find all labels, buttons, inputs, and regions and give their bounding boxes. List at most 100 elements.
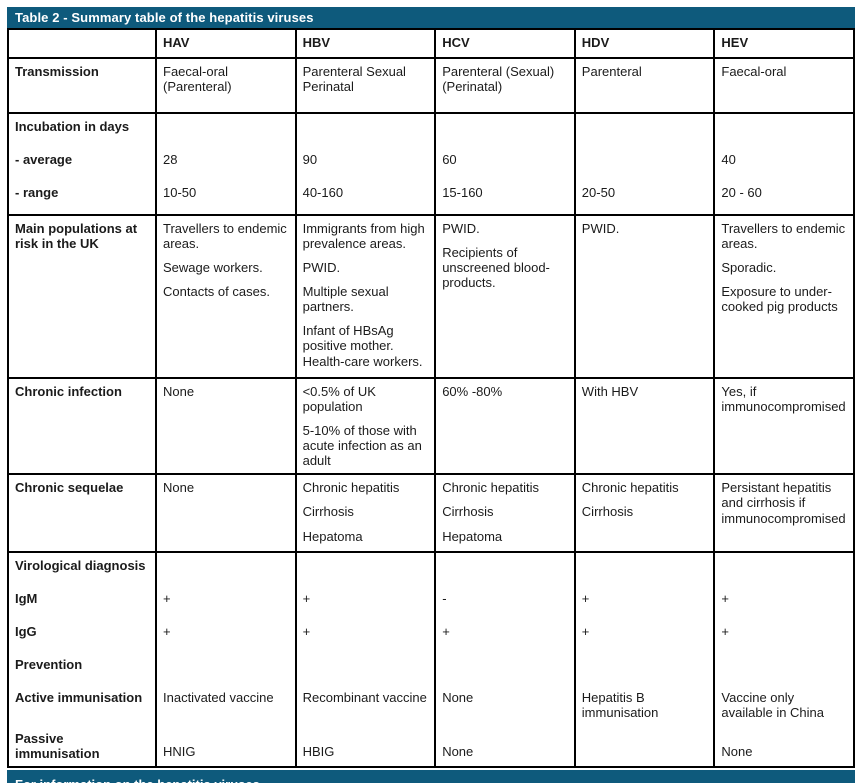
row-label: Active immunisation bbox=[15, 690, 143, 706]
row-label: IgG bbox=[15, 624, 37, 640]
table-sub-row: IgG + + + + + bbox=[9, 619, 853, 653]
row-label: Virological diagnosis bbox=[15, 558, 146, 574]
table-cell: 10-50 bbox=[155, 180, 295, 214]
table-cell: HNIG bbox=[155, 725, 295, 766]
table-cell bbox=[573, 114, 714, 147]
table-cell: With HBV bbox=[573, 379, 714, 474]
table-cell: 40-160 bbox=[294, 180, 435, 214]
table-cell: Chronic hepatitis Cirrhosis Hepatoma bbox=[434, 475, 574, 552]
cell-paragraph: Parenteral (Sexual) (Perinatal) bbox=[442, 64, 555, 95]
table-cell: + bbox=[294, 586, 435, 620]
next-section-bar: For information on the hepatitis viruses bbox=[7, 769, 855, 783]
table-cell bbox=[434, 652, 574, 686]
cell-paragraph: With HBV bbox=[581, 384, 639, 399]
table-cell: Yes, if immunocompromised bbox=[713, 379, 853, 474]
cell-paragraph: None bbox=[163, 384, 195, 399]
cell-paragraph: Chronic hepatitis bbox=[442, 480, 540, 496]
table-cell bbox=[294, 114, 435, 147]
cell-paragraph: Sporadic. bbox=[721, 260, 777, 276]
cell-paragraph: Multiple sexual partners. bbox=[302, 284, 389, 315]
cell-paragraph: PWID. bbox=[302, 260, 341, 276]
row-label: Prevention bbox=[15, 657, 83, 673]
table-cell: Parenteral (Sexual) (Perinatal) bbox=[434, 59, 574, 112]
table-cell: Faecal-oral (Parenteral) bbox=[155, 59, 295, 112]
table-cell: None bbox=[434, 685, 574, 726]
table-sub-row: - average 28 90 60 40 bbox=[9, 147, 853, 180]
table-cell: Parenteral Sexual Perinatal bbox=[294, 59, 435, 112]
cell-paragraph: Sewage workers. bbox=[163, 260, 263, 276]
table-cell bbox=[713, 114, 853, 147]
table-cell: + bbox=[434, 619, 574, 653]
row-label: Chronic infection bbox=[15, 384, 122, 399]
table-sub-row: Prevention bbox=[9, 652, 853, 686]
table-cell: - bbox=[434, 586, 574, 620]
table-cell bbox=[155, 114, 295, 147]
column-header: HDV bbox=[573, 30, 714, 57]
column-header: HEV bbox=[713, 30, 853, 57]
row-label: - range bbox=[15, 185, 59, 200]
document-page: Table 2 - Summary table of the hepatitis… bbox=[7, 7, 855, 783]
table-cell bbox=[155, 553, 295, 587]
table-cell bbox=[294, 553, 435, 587]
cell-paragraph: Cirrhosis bbox=[442, 504, 494, 520]
cell-paragraph: Infant of HBsAg positive mother. Health-… bbox=[302, 323, 423, 369]
cell-paragraph: Hepatoma bbox=[442, 528, 503, 544]
table-cell: None bbox=[713, 725, 853, 766]
cell-paragraph: Yes, if immunocompromised bbox=[721, 384, 846, 415]
cell-paragraph: Faecal-oral bbox=[721, 64, 787, 79]
cell-paragraph: <0.5% of UK population bbox=[302, 384, 376, 415]
row-label: Passive immunisation bbox=[15, 730, 100, 761]
table-cell: Inactivated vaccine bbox=[155, 685, 295, 726]
column-header bbox=[9, 30, 155, 57]
table-section-incubation: Incubation in days - average 28 90 60 40- ran… bbox=[9, 112, 853, 214]
table-cell: Travellers to endemic areas. Sewage worke… bbox=[155, 216, 295, 377]
cell-paragraph: Contacts of cases. bbox=[163, 284, 270, 300]
table-cell: Persistant hepatitis and cirrhosis if im… bbox=[713, 475, 853, 552]
cell-paragraph: PWID. bbox=[581, 221, 620, 236]
table-header-row: HAV HBV HCV HDV HEV bbox=[9, 30, 853, 57]
table-sub-row: Passive immunisation HNIG HBIG None None bbox=[9, 725, 853, 766]
table-cell: Parenteral bbox=[573, 59, 714, 112]
cell-paragraph: 5-10% of those with acute infection as a… bbox=[302, 423, 422, 469]
table-section-diagnosis: Virological diagnosis IgM + + - + + IgG + + + + + Pre… bbox=[9, 551, 853, 766]
table-row-transmission: Transmission Faecal-oral (Parenteral) Pare… bbox=[9, 57, 853, 112]
cell-paragraph: Immigrants from high prevalence areas. bbox=[302, 221, 425, 252]
next-section-title: For information on the hepatitis viruses bbox=[7, 770, 855, 783]
row-label: Transmission bbox=[15, 64, 99, 79]
table-cell bbox=[434, 553, 574, 587]
table-cell: Chronic hepatitis Cirrhosis Hepatoma bbox=[294, 475, 435, 552]
cell-paragraph: Chronic hepatitis bbox=[581, 480, 679, 496]
cell-paragraph: None bbox=[163, 480, 195, 496]
cell-paragraph: Travellers to endemic areas. bbox=[721, 221, 846, 252]
table-cell bbox=[294, 652, 435, 686]
cell-paragraph: Parenteral Sexual Perinatal bbox=[302, 64, 406, 95]
table-cell: HBIG bbox=[294, 725, 435, 766]
table-cell bbox=[155, 652, 295, 686]
table-sub-row: IgM + + - + + bbox=[9, 586, 853, 620]
table-cell: 90 bbox=[294, 147, 435, 180]
cell-paragraph: PWID. bbox=[442, 221, 480, 236]
table-sub-row: Active immunisation Inactivated vaccine Re… bbox=[9, 685, 853, 726]
table-cell: Travellers to endemic areas. Sporadic. Exp… bbox=[713, 216, 853, 377]
table-cell bbox=[713, 553, 853, 587]
table-cell: + bbox=[294, 619, 435, 653]
table-cell bbox=[573, 652, 714, 686]
cell-paragraph: Parenteral bbox=[581, 64, 642, 79]
table-cell: PWID. bbox=[573, 216, 714, 377]
table-cell: + bbox=[713, 586, 853, 620]
table-cell: + bbox=[155, 586, 295, 620]
table-cell: Chronic hepatitis Cirrhosis bbox=[573, 475, 714, 552]
table-cell: Immigrants from high prevalence areas. PW… bbox=[294, 216, 435, 377]
row-label: Incubation in days bbox=[15, 119, 130, 134]
row-label: - average bbox=[15, 152, 73, 167]
summary-table: HAV HBV HCV HDV HEV Transmission Faecal-oral (… bbox=[7, 28, 855, 768]
table-cell: 28 bbox=[155, 147, 295, 180]
table-cell: Vaccine only available in China bbox=[713, 685, 853, 726]
table-cell: None bbox=[155, 379, 295, 474]
cell-paragraph: Travellers to endemic areas. bbox=[163, 221, 287, 252]
table-title: Table 2 - Summary table of the hepatitis… bbox=[15, 10, 314, 25]
table-cell: 60% -80% bbox=[434, 379, 574, 474]
table-cell: Hepatitis B immunisation bbox=[573, 685, 714, 726]
row-label: IgM bbox=[15, 591, 38, 607]
table-row-chronic-sequelae: Chronic sequelae None Chronic hepatitis Cir… bbox=[9, 473, 853, 552]
